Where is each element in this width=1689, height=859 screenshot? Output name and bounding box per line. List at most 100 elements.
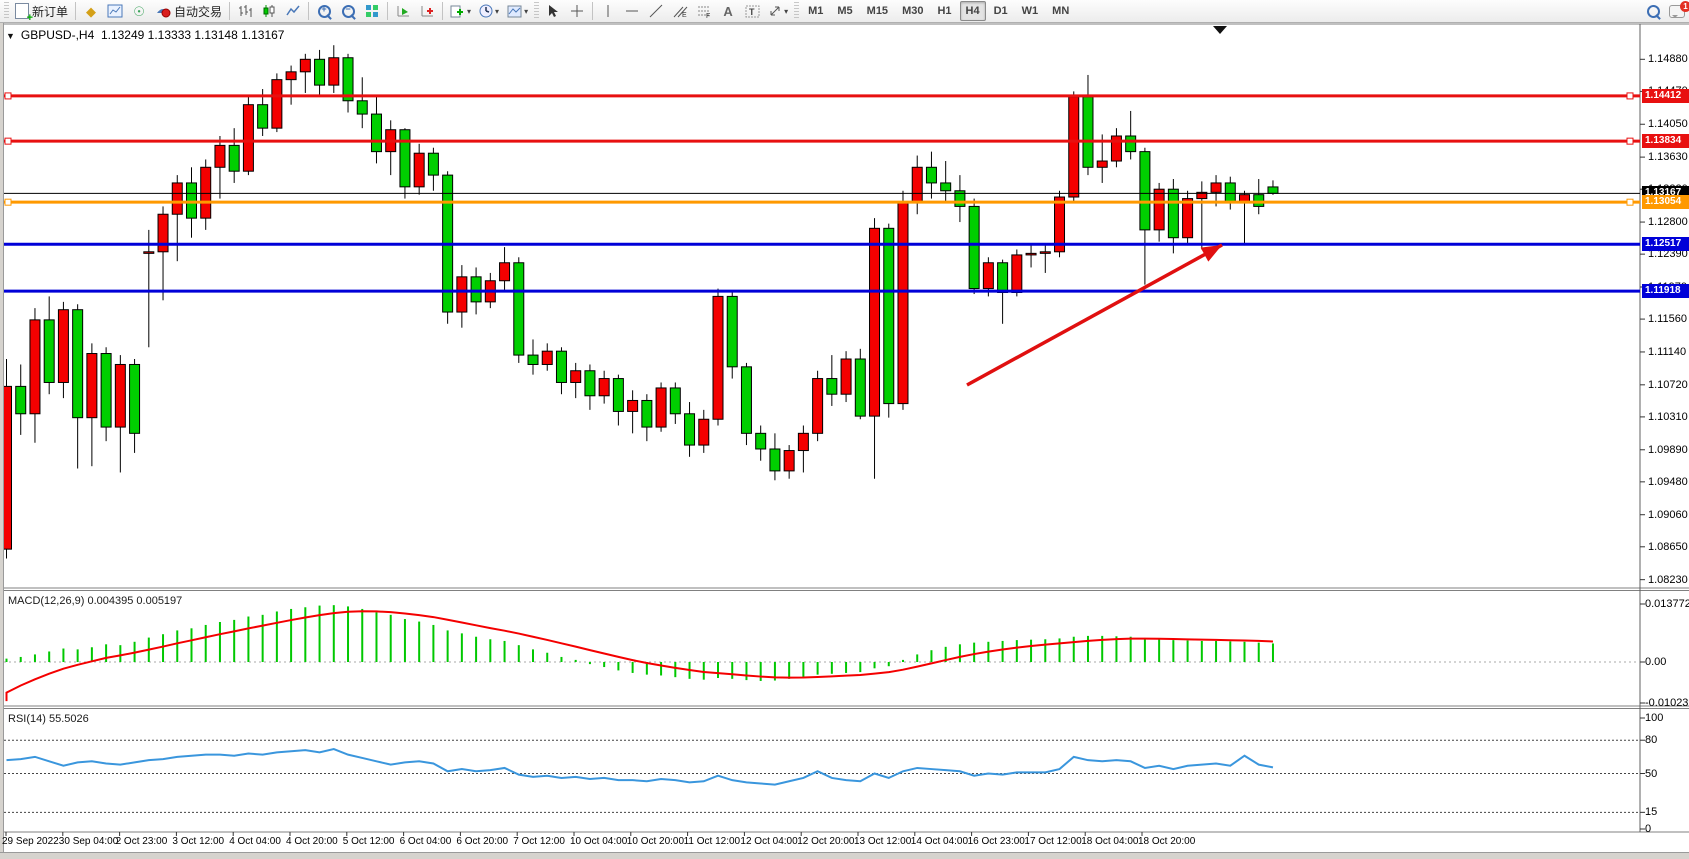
text-label-icon: T [745,4,760,18]
candle [1239,190,1251,246]
price-tick-label: 1.14880 [1648,53,1688,66]
periods-button[interactable]: ▾ [476,1,502,21]
horizontal-line-button[interactable] [621,1,643,21]
time-axis-label: 12 Oct 04:00 [740,836,798,847]
candlestick-button[interactable] [258,1,280,21]
dropdown-caret-icon[interactable]: ▾ [495,6,500,16]
timeframe-button-mn[interactable]: MN [1052,5,1070,17]
rsi-line [6,748,1274,786]
toolbar-separator [229,2,231,20]
pivot-line-handle[interactable] [4,198,12,206]
auto-scroll-button[interactable] [392,1,414,21]
equidistant-channel-button[interactable]: E [669,1,691,21]
new-order-button-label: 新订单 [32,4,69,19]
chart-symbol: GBPUSD-,H4 [20,28,95,42]
chart-ohlc: 1.13249 1.13333 1.13148 1.13167 [100,28,285,42]
cursor-button[interactable] [542,1,564,21]
templates-button[interactable]: ▾ [504,1,531,21]
metaeditor-button[interactable]: ◆ [80,1,102,21]
time-axis-label: 5 Oct 12:00 [342,836,395,847]
toolbar-grip[interactable] [4,2,9,20]
candle [740,362,752,446]
dropdown-caret-icon[interactable]: ▾ [784,6,789,16]
arrows-button[interactable]: ▾ [765,1,791,21]
candle [356,77,368,129]
toolbar-separator [387,2,389,20]
toolbar: + 新订单 ◆ ☉ 自动交易 + − ▾ ▾ ▾ E F A T ▾ M1 M5 M15 M30 H1 H4 D1 W1 MN… [0,0,1689,24]
crosshair-button[interactable] [566,1,588,21]
line-chart-button[interactable] [282,1,304,21]
time-axis-label: 12 Oct 20:00 [797,836,855,847]
timeframe-button-d1[interactable]: D1 [993,5,1008,17]
candle [1139,147,1151,285]
auto-trading-button[interactable]: 自动交易 [152,1,225,21]
trend-arrow[interactable] [966,243,1223,387]
pivot-line-handle[interactable] [1626,198,1634,206]
indicators-button[interactable]: ▾ [447,1,474,21]
trend-arrow-head[interactable] [1200,245,1222,262]
price-tick-label: 1.11560 [1648,313,1687,326]
new-order-button[interactable]: + 新订单 [12,1,71,24]
dropdown-caret-icon[interactable]: ▾ [467,6,472,16]
candle [641,394,653,442]
rsi-tick-label: 50 [1645,767,1658,780]
timeframe-button-m30[interactable]: M30 [902,5,924,17]
candle [1110,128,1122,168]
resistance-line-1-handle[interactable] [4,92,12,100]
timeframe-button-m15[interactable]: M15 [866,5,889,17]
resistance-line-2-handle[interactable] [1626,137,1634,145]
zoom-out-icon: − [341,4,355,18]
macd-tick-label: 0.00 [1645,656,1667,668]
timeframe-button-m1[interactable]: M1 [808,5,824,17]
chart-shift-button[interactable] [416,1,438,21]
candle [157,206,169,301]
clock-icon [479,4,493,18]
trendline-button[interactable] [645,1,667,21]
time-axis-label: 2 Oct 23:00 [115,836,168,847]
candle [1153,182,1165,242]
candle [100,347,112,442]
zoom-out-button[interactable]: − [337,1,359,21]
dropdown-caret-icon[interactable]: ▾ [524,6,529,16]
search-button[interactable] [1642,1,1664,21]
candle [385,120,397,176]
one-click-trading-arrow[interactable]: ▼ [6,31,15,41]
notifications-button[interactable]: 1 [1666,1,1689,21]
candle [954,175,966,223]
vertical-line-icon [603,4,613,18]
toolbar-grip[interactable] [534,2,540,20]
zoom-in-button[interactable]: + [313,1,335,21]
bar-chart-button[interactable] [234,1,256,21]
candle [826,355,838,406]
resistance-line-2-handle[interactable] [4,137,12,145]
text-button[interactable]: A [717,1,739,21]
vertical-line-button[interactable] [597,1,619,21]
toolbar-grip[interactable] [794,2,800,20]
timeframe-button-m5[interactable]: M5 [837,5,853,17]
candle [1082,74,1094,176]
resistance-line-1-handle[interactable] [1626,92,1634,100]
rsi-tick-label: 0 [1645,823,1652,835]
time-axis-label: 6 Oct 20:00 [456,836,509,847]
candle [1025,243,1037,268]
time-axis-label: 29 Sep 2022 [2,836,59,847]
candle [783,445,795,479]
tile-windows-icon [365,4,379,18]
timeframe-button-h4[interactable]: H4 [959,1,986,21]
timeframe-button-w1[interactable]: W1 [1021,5,1039,17]
timeframe-button-h1[interactable]: H1 [937,5,952,17]
fibonacci-button[interactable]: F [693,1,715,21]
candle [456,265,468,328]
signals-button[interactable]: ☉ [128,1,150,21]
candle [812,370,824,442]
price-tick-label: 1.12800 [1648,216,1688,229]
rsi-indicator-label: RSI(14) 55.5026 [8,713,89,725]
macd-tick-label: -0.010239 [1645,697,1689,709]
new-chart-button[interactable] [104,1,126,21]
chart-shift-marker-icon[interactable] [1213,26,1227,34]
tile-windows-button[interactable] [361,1,383,21]
candle [271,73,283,133]
candle [1011,249,1023,297]
text-label-button[interactable]: T [741,1,763,21]
